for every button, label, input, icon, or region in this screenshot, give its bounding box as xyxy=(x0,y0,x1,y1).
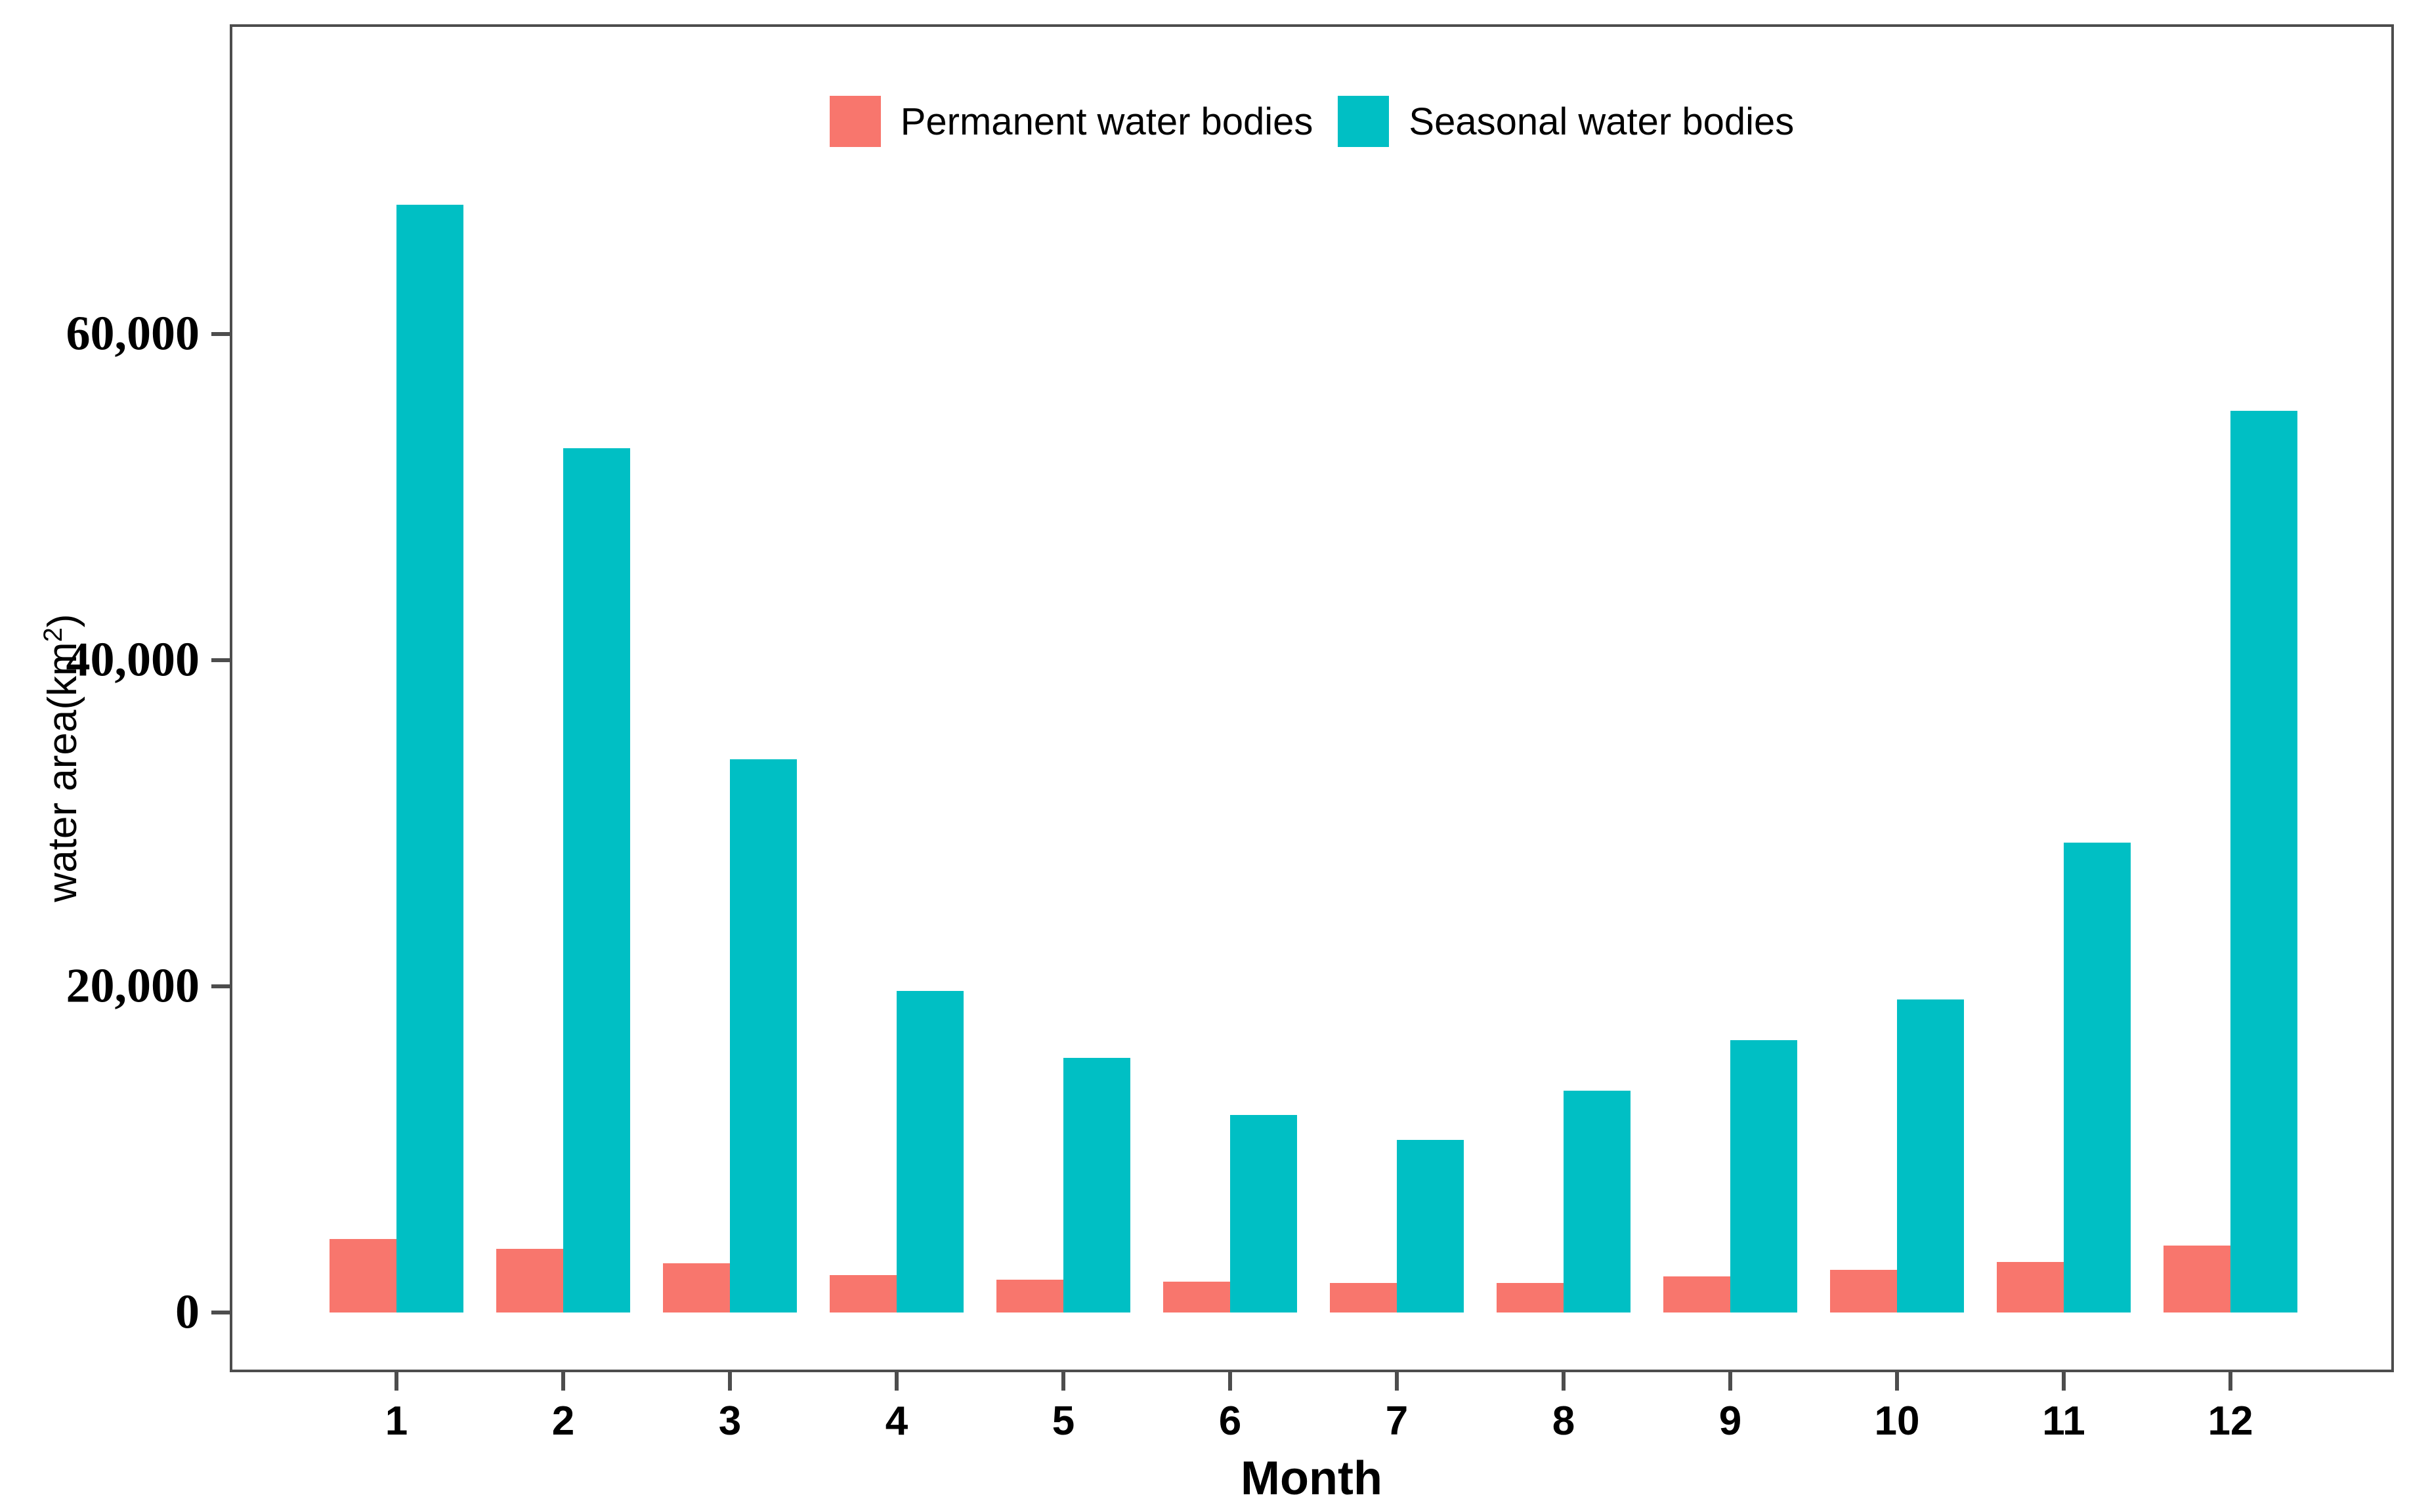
x-tick-label-4: 4 xyxy=(885,1398,908,1444)
legend-item-permanent: Permanent water bodies xyxy=(829,96,1313,147)
x-tick-label-11: 11 xyxy=(2042,1398,2085,1444)
y-tick-label-60000: 60,000 xyxy=(66,306,200,361)
x-tick-label-5: 5 xyxy=(1052,1398,1075,1444)
bar-seasonal-month-3 xyxy=(730,759,797,1312)
x-tick-mark-11 xyxy=(2062,1372,2066,1391)
bar-seasonal-month-7 xyxy=(1397,1139,1464,1312)
bar-seasonal-month-10 xyxy=(1897,999,1964,1312)
x-tick-mark-3 xyxy=(728,1372,732,1391)
bar-permanent-month-7 xyxy=(1330,1283,1397,1312)
x-tick-mark-9 xyxy=(1728,1372,1732,1391)
plot-panel xyxy=(230,24,2394,1372)
bar-permanent-month-4 xyxy=(830,1274,897,1312)
x-tick-mark-12 xyxy=(2228,1372,2232,1391)
y-tick-label-0: 0 xyxy=(175,1285,200,1339)
x-tick-mark-6 xyxy=(1228,1372,1232,1391)
y-tick-mark-20000 xyxy=(211,984,230,988)
x-tick-mark-2 xyxy=(561,1372,565,1391)
panel-border-top xyxy=(230,24,2394,27)
bar-seasonal-month-2 xyxy=(563,448,630,1312)
y-tick-label-40000: 40,000 xyxy=(66,633,200,687)
y-tick-mark-60000 xyxy=(211,331,230,336)
x-tick-label-8: 8 xyxy=(1552,1398,1575,1444)
bar-seasonal-month-9 xyxy=(1730,1040,1797,1312)
x-tick-label-10: 10 xyxy=(1874,1398,1920,1444)
bar-permanent-month-12 xyxy=(2164,1246,2230,1312)
x-tick-mark-4 xyxy=(895,1372,899,1391)
x-tick-label-2: 2 xyxy=(551,1398,575,1444)
x-tick-mark-5 xyxy=(1061,1372,1065,1391)
x-tick-label-7: 7 xyxy=(1385,1398,1409,1444)
x-tick-label-9: 9 xyxy=(1718,1398,1742,1444)
legend-label-seasonal: Seasonal water bodies xyxy=(1409,100,1795,143)
bar-permanent-month-11 xyxy=(1997,1261,2064,1312)
bar-permanent-month-5 xyxy=(996,1280,1063,1312)
bar-seasonal-month-1 xyxy=(396,205,463,1312)
bar-seasonal-month-4 xyxy=(897,991,964,1312)
legend-swatch-seasonal xyxy=(1338,96,1390,147)
x-tick-mark-8 xyxy=(1562,1372,1566,1391)
panel-border-left xyxy=(230,24,232,1372)
x-tick-mark-10 xyxy=(1895,1372,1899,1391)
bar-seasonal-month-12 xyxy=(2230,410,2297,1312)
x-tick-label-3: 3 xyxy=(718,1398,742,1444)
x-tick-label-1: 1 xyxy=(385,1398,408,1444)
bar-permanent-month-2 xyxy=(496,1249,563,1312)
x-axis-title: Month xyxy=(1241,1452,1382,1505)
x-tick-label-12: 12 xyxy=(2207,1398,2253,1444)
y-tick-mark-40000 xyxy=(211,658,230,662)
legend-item-seasonal: Seasonal water bodies xyxy=(1338,96,1794,147)
y-axis-title-suffix: ) xyxy=(39,614,85,628)
panel-border-bottom xyxy=(230,1370,2394,1372)
bar-permanent-month-3 xyxy=(663,1263,730,1312)
bar-seasonal-month-5 xyxy=(1063,1058,1130,1312)
bar-seasonal-month-6 xyxy=(1230,1115,1297,1312)
bar-permanent-month-1 xyxy=(330,1239,396,1312)
bar-permanent-month-10 xyxy=(1830,1270,1897,1312)
bar-permanent-month-8 xyxy=(1497,1283,1564,1312)
bar-permanent-month-9 xyxy=(1663,1276,1730,1312)
bar-permanent-month-6 xyxy=(1163,1281,1230,1312)
bar-seasonal-month-8 xyxy=(1564,1090,1631,1312)
bar-seasonal-month-11 xyxy=(2064,843,2131,1312)
y-tick-mark-0 xyxy=(211,1311,230,1314)
x-tick-mark-1 xyxy=(394,1372,398,1391)
panel-border-right xyxy=(2391,24,2394,1372)
legend-label-permanent: Permanent water bodies xyxy=(900,100,1313,143)
legend: Permanent water bodies Seasonal water bo… xyxy=(230,96,2394,147)
legend-swatch-permanent xyxy=(829,96,881,147)
y-tick-label-20000: 20,000 xyxy=(66,959,200,1013)
x-tick-mark-7 xyxy=(1395,1372,1399,1391)
x-tick-label-6: 6 xyxy=(1218,1398,1242,1444)
